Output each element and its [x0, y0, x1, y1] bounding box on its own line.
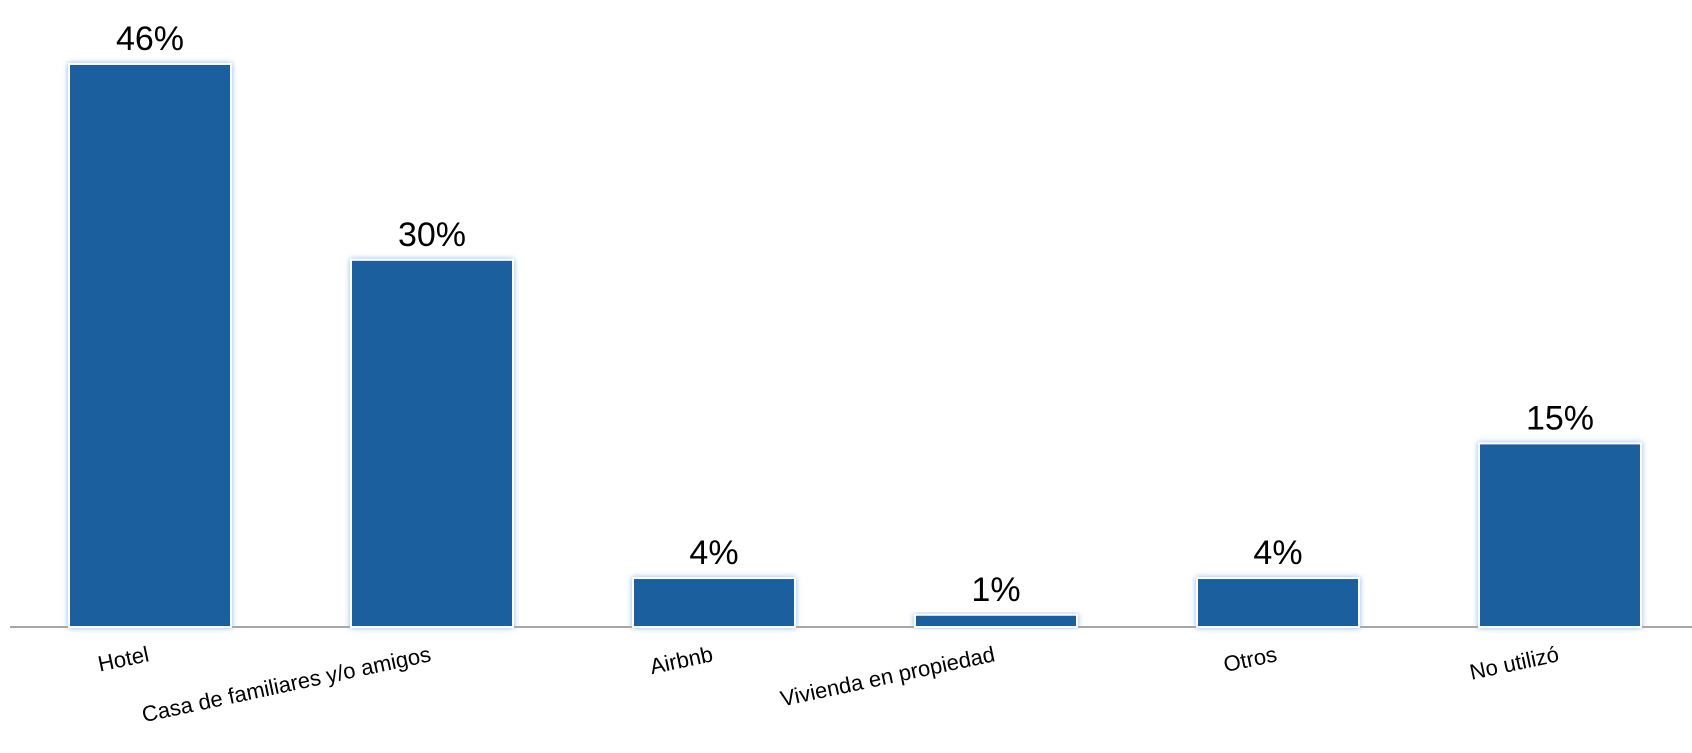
- x-tick-label: Airbnb: [648, 641, 715, 679]
- bar: [632, 577, 796, 628]
- value-label: 46%: [116, 20, 184, 58]
- value-label: 4%: [689, 534, 738, 572]
- value-label: 15%: [1526, 399, 1594, 437]
- value-label: 4%: [1253, 534, 1302, 572]
- bar: [350, 258, 514, 628]
- x-tick-label: Vivienda en propiedad: [778, 641, 997, 711]
- x-tick-label: Casa de familiares y/o amigos: [140, 641, 433, 727]
- x-tick-label: Otros: [1221, 641, 1279, 677]
- value-label: 1%: [971, 571, 1020, 609]
- x-tick-label: No utilizó: [1467, 641, 1561, 684]
- value-label: 30%: [398, 216, 466, 254]
- bar: [1478, 442, 1642, 629]
- bar: [1196, 577, 1360, 628]
- bar: [68, 63, 232, 628]
- x-tick-label: Hotel: [96, 641, 151, 676]
- bar: [914, 613, 1078, 628]
